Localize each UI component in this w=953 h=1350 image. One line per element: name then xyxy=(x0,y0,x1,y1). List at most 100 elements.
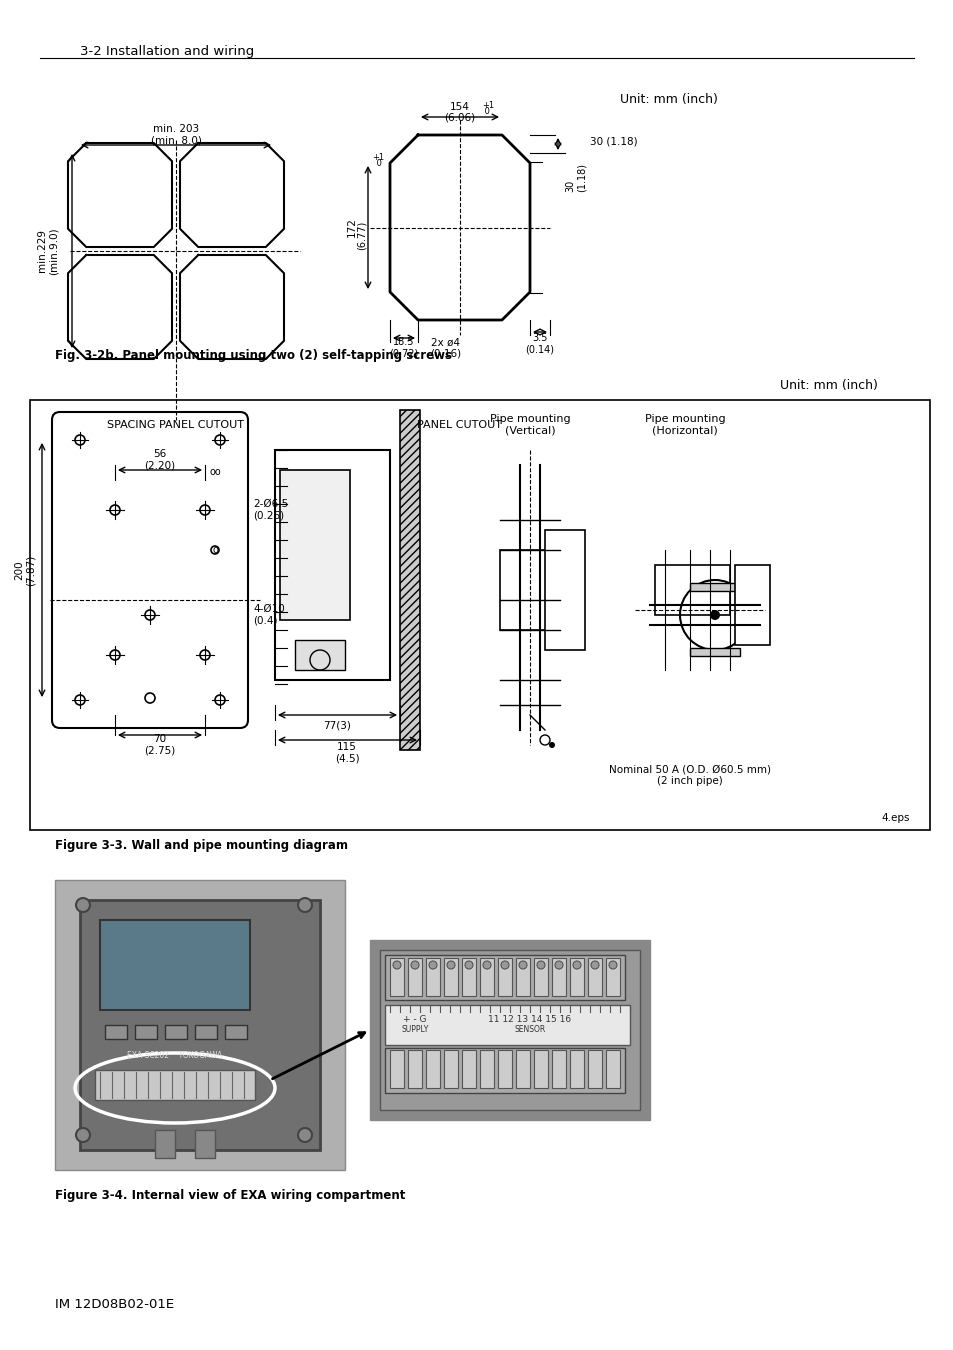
Text: Pipe mounting
(Vertical): Pipe mounting (Vertical) xyxy=(489,414,570,436)
Text: 2-Ø6.5
(0.26): 2-Ø6.5 (0.26) xyxy=(253,500,288,521)
Text: PANEL CUTOUT: PANEL CUTOUT xyxy=(417,420,502,431)
Bar xyxy=(100,919,250,1010)
Text: IM 12D08B02-01E: IM 12D08B02-01E xyxy=(55,1299,174,1311)
Bar xyxy=(534,958,547,996)
Circle shape xyxy=(297,1129,312,1142)
Bar xyxy=(274,450,390,680)
Text: 30 (1.18): 30 (1.18) xyxy=(589,136,637,146)
Text: 4-Ø10
(0.4): 4-Ø10 (0.4) xyxy=(253,605,284,626)
Circle shape xyxy=(608,961,617,969)
Text: 18.5
(0.72): 18.5 (0.72) xyxy=(389,338,418,359)
Bar xyxy=(734,566,769,645)
Text: 30
(1.18): 30 (1.18) xyxy=(564,163,586,193)
Text: Nominal 50 A (O.D. Ø60.5 mm)
(2 inch pipe): Nominal 50 A (O.D. Ø60.5 mm) (2 inch pip… xyxy=(608,764,770,786)
Text: o: o xyxy=(212,545,217,555)
Bar xyxy=(479,958,494,996)
Text: 56
(2.20): 56 (2.20) xyxy=(144,450,175,471)
Bar xyxy=(426,1050,439,1088)
Circle shape xyxy=(548,743,555,748)
Bar xyxy=(408,958,421,996)
Circle shape xyxy=(500,961,509,969)
Bar xyxy=(370,940,649,1120)
Text: 115
(4.5): 115 (4.5) xyxy=(335,743,359,764)
Bar xyxy=(605,958,619,996)
Circle shape xyxy=(393,961,400,969)
Bar xyxy=(385,954,624,1000)
Text: min. 203
(min. 8.0): min. 203 (min. 8.0) xyxy=(151,124,201,146)
Text: (6.77): (6.77) xyxy=(356,221,367,250)
Circle shape xyxy=(297,898,312,913)
Circle shape xyxy=(573,961,580,969)
Bar xyxy=(55,880,345,1170)
Circle shape xyxy=(76,1129,90,1142)
Bar xyxy=(280,470,350,620)
Circle shape xyxy=(429,961,436,969)
Bar xyxy=(154,1130,174,1158)
Text: Pipe mounting
(Horizontal): Pipe mounting (Horizontal) xyxy=(644,414,724,436)
Circle shape xyxy=(447,961,455,969)
Circle shape xyxy=(709,610,720,620)
Text: Unit: mm (inch): Unit: mm (inch) xyxy=(619,93,717,107)
Bar xyxy=(385,1048,624,1094)
Bar xyxy=(605,1050,619,1088)
Bar xyxy=(587,958,601,996)
Bar xyxy=(499,549,559,630)
Circle shape xyxy=(482,961,491,969)
Bar xyxy=(390,958,403,996)
Text: 77(3): 77(3) xyxy=(323,721,351,730)
Bar xyxy=(552,1050,565,1088)
Bar xyxy=(225,1025,247,1040)
Bar xyxy=(552,958,565,996)
Bar xyxy=(516,1050,530,1088)
Text: 4.eps: 4.eps xyxy=(881,813,909,823)
Text: Unit: mm (inch): Unit: mm (inch) xyxy=(780,378,877,392)
Text: 2x ø4
(0.16): 2x ø4 (0.16) xyxy=(430,338,461,359)
Bar xyxy=(194,1025,216,1040)
Text: EXA SC202    YOKOGAWA: EXA SC202 YOKOGAWA xyxy=(128,1050,222,1060)
FancyBboxPatch shape xyxy=(52,412,248,728)
Circle shape xyxy=(537,961,544,969)
Circle shape xyxy=(411,961,418,969)
Text: 70
(2.75): 70 (2.75) xyxy=(144,734,175,756)
Bar xyxy=(497,1050,512,1088)
Text: +1: +1 xyxy=(481,100,494,109)
Bar xyxy=(497,958,512,996)
Text: SUPPLY: SUPPLY xyxy=(401,1026,428,1034)
Bar xyxy=(516,958,530,996)
Circle shape xyxy=(76,898,90,913)
Circle shape xyxy=(518,961,526,969)
Circle shape xyxy=(590,961,598,969)
Bar xyxy=(689,583,740,591)
Bar xyxy=(443,1050,457,1088)
Text: + - G: + - G xyxy=(403,1015,426,1025)
Bar xyxy=(569,958,583,996)
Bar xyxy=(390,1050,403,1088)
Bar xyxy=(461,1050,476,1088)
Text: oo: oo xyxy=(209,467,221,477)
Bar xyxy=(105,1025,127,1040)
Bar xyxy=(294,640,345,670)
Text: SENSOR: SENSOR xyxy=(514,1026,545,1034)
Bar xyxy=(408,1050,421,1088)
Bar xyxy=(194,1130,214,1158)
Bar xyxy=(165,1025,187,1040)
Text: 0: 0 xyxy=(481,107,489,116)
Bar xyxy=(426,958,439,996)
Text: min.229
(min.9.0): min.229 (min.9.0) xyxy=(37,227,59,275)
Text: 3-2 Installation and wiring: 3-2 Installation and wiring xyxy=(80,45,254,58)
Bar xyxy=(385,1004,629,1045)
Bar xyxy=(135,1025,157,1040)
Text: Figure 3-4. Internal view of EXA wiring compartment: Figure 3-4. Internal view of EXA wiring … xyxy=(55,1188,405,1202)
Text: SPACING PANEL CUTOUT: SPACING PANEL CUTOUT xyxy=(108,420,244,431)
Text: Figure 3-3. Wall and pipe mounting diagram: Figure 3-3. Wall and pipe mounting diagr… xyxy=(55,838,348,852)
Text: 200
(7.87): 200 (7.87) xyxy=(14,555,36,586)
Bar xyxy=(80,900,319,1150)
Bar xyxy=(544,531,584,649)
Bar xyxy=(461,958,476,996)
Bar xyxy=(379,950,639,1110)
Bar xyxy=(443,958,457,996)
Text: (6.06): (6.06) xyxy=(444,112,475,122)
Bar xyxy=(587,1050,601,1088)
Bar xyxy=(534,1050,547,1088)
Text: Fig. 3-2b. Panel mounting using two (2) self-tapping screws: Fig. 3-2b. Panel mounting using two (2) … xyxy=(55,348,452,362)
